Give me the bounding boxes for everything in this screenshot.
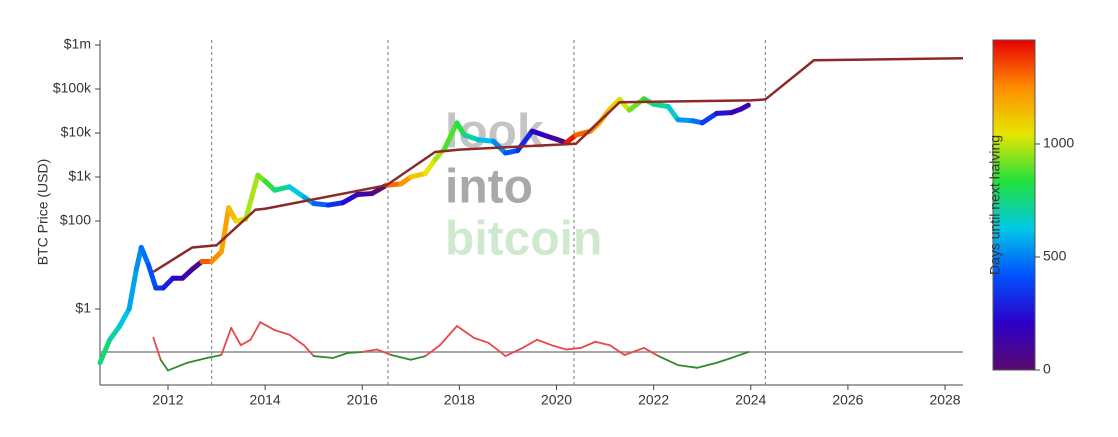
price-segment <box>226 205 239 224</box>
price-segment <box>699 110 720 126</box>
price-segment <box>218 205 232 255</box>
oscillator-segment <box>205 354 223 359</box>
price-segment <box>286 184 307 200</box>
oscillator-segment <box>456 325 475 339</box>
oscillator-segment <box>152 337 162 361</box>
oscillator-segment <box>473 337 490 344</box>
model-line <box>152 57 964 273</box>
oscillator-segment <box>536 338 553 347</box>
watermark: into <box>445 161 533 214</box>
oscillator-segment <box>609 344 626 356</box>
y-tick-label: $10k <box>61 124 92 140</box>
y-axis-label: BTC Price (USD) <box>35 159 51 266</box>
x-tick-label: 2018 <box>444 392 475 408</box>
colorbar-title: Days until next halving <box>987 135 1003 275</box>
oscillator-segment <box>249 321 262 341</box>
oscillator-segment <box>159 358 169 372</box>
oscillator-segment <box>375 348 393 356</box>
oscillator-segment <box>504 347 524 357</box>
x-tick-label: 2014 <box>250 392 281 408</box>
oscillator-segment <box>230 327 242 347</box>
oscillator-segment <box>487 341 507 357</box>
price-segment <box>107 323 122 343</box>
colorbar-frame <box>992 39 1036 371</box>
price-segment <box>665 104 681 123</box>
x-tick-label: 2028 <box>929 392 960 408</box>
x-tick-label: 2020 <box>541 392 572 408</box>
oscillator-segment <box>696 361 718 369</box>
colorbar-tick-label: 0 <box>1043 361 1051 377</box>
y-tick-label: $1m <box>64 36 91 52</box>
y-tick-label: $100 <box>60 212 91 228</box>
oscillator-segment <box>565 347 582 351</box>
price-segment <box>97 337 113 366</box>
oscillator-segment <box>288 333 305 347</box>
oscillator-segment <box>167 361 189 372</box>
oscillator-segment <box>390 354 412 361</box>
x-tick-label: 2016 <box>347 392 378 408</box>
price-segment <box>146 262 159 291</box>
oscillator-segment <box>273 329 291 336</box>
oscillator-segment <box>579 340 597 349</box>
price-segment <box>738 102 751 112</box>
oscillator-segment <box>186 357 208 364</box>
price-segment <box>243 172 261 222</box>
y-tick-label: $100k <box>53 80 92 96</box>
price-segment <box>626 96 647 113</box>
oscillator-segment <box>259 321 276 332</box>
price-segment <box>422 156 438 177</box>
oscillator-segment <box>730 351 750 359</box>
y-tick-label: $1 <box>75 300 91 316</box>
x-tick-label: 2022 <box>638 392 669 408</box>
oscillator-segment <box>623 347 645 356</box>
colorbar <box>993 40 1035 370</box>
oscillator-segment <box>643 347 660 357</box>
oscillator-segment <box>424 344 441 357</box>
price-segment <box>529 128 550 139</box>
oscillator-segment <box>312 355 335 359</box>
oscillator-segment <box>677 364 699 369</box>
price-segment <box>138 244 152 268</box>
price-segment <box>340 191 360 206</box>
oscillator-segment <box>332 352 349 359</box>
x-tick-label: 2012 <box>152 392 183 408</box>
oscillator-segment <box>550 344 568 351</box>
oscillator-segment <box>361 348 378 353</box>
oscillator-segment <box>594 340 611 347</box>
oscillator-segment <box>521 338 538 349</box>
oscillator-segment <box>657 355 679 366</box>
watermark: bitcoin <box>445 213 602 266</box>
price-segment <box>116 306 132 329</box>
y-tick-label: $1k <box>68 168 92 184</box>
price-segment <box>126 266 139 312</box>
x-tick-label: 2026 <box>832 392 863 408</box>
colorbar-tick-label: 1000 <box>1043 135 1074 151</box>
oscillator-segment <box>220 327 233 356</box>
oscillator-segment <box>303 344 315 357</box>
oscillator-segment <box>715 357 733 364</box>
oscillator-segment <box>346 351 364 354</box>
x-tick-label: 2024 <box>735 392 766 408</box>
oscillator-segment <box>439 325 458 347</box>
price-segment <box>442 120 460 151</box>
oscillator-segment <box>239 338 252 347</box>
colorbar-tick-label: 500 <box>1043 248 1067 264</box>
oscillator-segment <box>409 355 427 361</box>
price-segment <box>461 132 482 143</box>
